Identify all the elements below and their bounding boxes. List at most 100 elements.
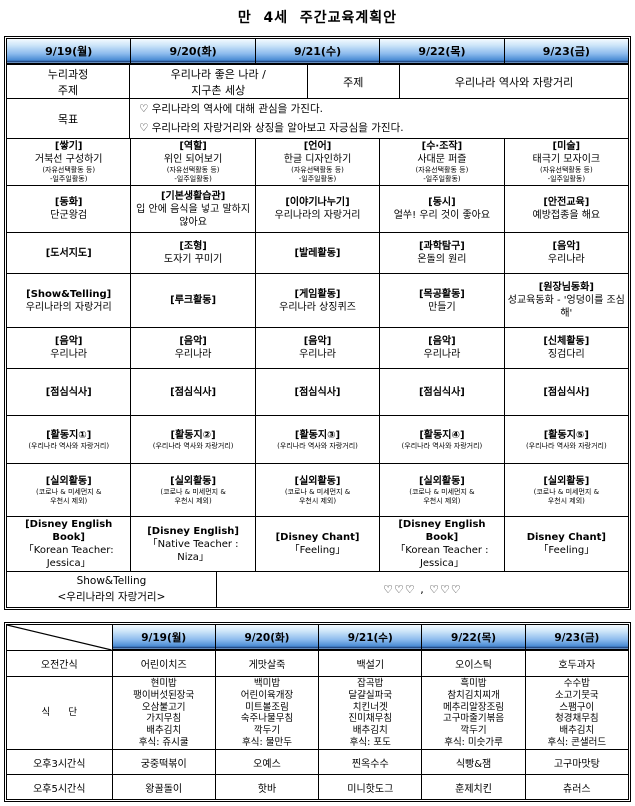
activity-title: [동화] <box>54 197 83 209</box>
pm5-snack-label: 오후5시간식 <box>7 775 113 800</box>
morning-snack-mon: 어린이치즈 <box>112 651 216 678</box>
activity-title: [음악] <box>552 241 581 253</box>
activity-text: 우리나라의 자랑거리 <box>274 210 361 222</box>
activity-title: [원장님동화] <box>538 282 594 294</box>
date-header-tue: 9/20(화) <box>131 39 256 65</box>
activity-row: [도서지도] [조형] 도자기 꾸미기 [발레활동] [과학탐구] 온돌의 원리… <box>7 233 629 275</box>
activity-note: (우리나라 역사와 자랑거리) <box>28 441 110 450</box>
lunch-cell: [점심식사] <box>255 369 381 417</box>
activity-title: Disney Chant] <box>526 532 606 544</box>
outdoor-row: [실외활동] (코로나 & 미세먼지 & 우천시 제외) [실외활동] (코로나… <box>7 464 629 518</box>
morning-snack-wed: 백설기 <box>319 651 423 678</box>
activity-title: [도서지도] <box>45 247 92 259</box>
activity-title: [점심식사] <box>45 386 92 398</box>
activity-cell: [원장님동화] 성교육동화 - '엉덩이를 조심해' <box>504 274 629 329</box>
weekly-plan-table: 9/19(월) 9/20(화) 9/21(수) 9/22(목) 9/23(금) … <box>4 36 631 611</box>
activity-title: [점심식사] <box>418 386 465 398</box>
activity-title: [음악] <box>303 336 332 348</box>
activity-text: 위인 되어보기 <box>163 154 223 165</box>
activity-title: [실외활동] <box>170 475 217 487</box>
activity-note: (자유선택활동 등) -일주일활동) <box>415 166 469 184</box>
lunch-menu-label: 식 단 <box>7 677 113 751</box>
activity-note: (우리나라 역사와 자랑거리) <box>152 441 234 450</box>
lunch-menu-fri: 수수밥 소고기뭇국 스팸구이 청경채무침 배추김치 후식: 콘샐러드 <box>525 677 628 751</box>
show-telling-note: Show&Telling <우리나라의 자랑거리> <box>7 572 217 608</box>
activity-title: [Show&Telling] <box>26 288 112 300</box>
activity-cell: [음악] 우리나라 <box>131 328 256 370</box>
activity-cell: [음악] 우리나라 <box>255 328 381 370</box>
lunch-cell: [점심식사] <box>7 369 132 417</box>
activity-note: (우리나라 역사와 자랑거리) <box>525 441 607 450</box>
activity-title: [활동지④] <box>419 429 465 441</box>
activity-title: [역할] <box>179 141 207 152</box>
pm3-snack-fri: 고구마맛탕 <box>525 750 628 776</box>
date-header-mon: 9/19(월) <box>7 39 132 65</box>
meal-date-header-thu: 9/22(목) <box>422 625 526 652</box>
worksheet-cell: [활동지⑤] (우리나라 역사와 자랑거리) <box>504 416 629 465</box>
activity-text: 우리나라 <box>299 349 336 361</box>
activity-text: 「Korean Teacher: Jessica」 <box>23 545 114 570</box>
activity-note: (코로나 & 미세먼지 & 우천시 제외) <box>36 487 102 505</box>
activity-title: [쌓기] <box>54 141 83 152</box>
lunch-row: [점심식사] [점심식사] [점심식사] [점심식사] [점심식사] <box>7 369 629 417</box>
activity-note: (우리나라 역사와 자랑거리) <box>401 441 483 450</box>
activity-text: 우리나라 <box>174 349 212 361</box>
activity-row: [음악] 우리나라 [음악] 우리나라 [음악] 우리나라 [음악] 우리나라 … <box>7 328 629 370</box>
activity-cell: [도서지도] <box>7 233 132 275</box>
activity-title: [실외활동] <box>543 475 590 487</box>
activity-cell: [동시] 얼쑤! 우리 것이 좋아요 <box>380 186 505 234</box>
activity-text: 징검다리 <box>547 349 585 361</box>
activity-text: 거북선 구성하기 <box>34 154 103 165</box>
theme-label: 주제 <box>307 65 401 99</box>
english-cell: Disney Chant] 「Feeling」 <box>504 517 629 573</box>
pm5-snack-wed: 미니핫도그 <box>319 775 423 800</box>
activity-cell: [Show&Telling] 우리나라의 자랑거리 <box>7 274 132 329</box>
meal-date-header-fri: 9/23(금) <box>525 625 628 652</box>
activity-title: [실외활동] <box>418 475 465 487</box>
activity-note: (자유선택활동 등) -일주일활동) <box>291 166 344 184</box>
activity-title: [점심식사] <box>294 386 341 398</box>
pm5-snack-thu: 훈제치킨 <box>422 775 526 800</box>
activity-text: 사대문 퍼즐 <box>417 154 467 165</box>
activity-title: [수·조작] <box>421 141 463 152</box>
activity-text: 우리나라 <box>423 349 461 361</box>
activity-title: [활동지①] <box>46 429 92 441</box>
pm3-snack-tue: 오예스 <box>215 750 320 776</box>
lunch-menu-wed: 잡곡밥 달걀실파국 치킨너겟 진미채무침 배추김치 후식: 포도 <box>319 677 423 751</box>
page-title: 만 4세 주간교육계획안 <box>237 10 398 26</box>
pm3-snack-label: 오후3시간식 <box>7 750 113 776</box>
worksheet-row: [활동지①] (우리나라 역사와 자랑거리) [활동지②] (우리나라 역사와 … <box>7 416 629 465</box>
pm5-snack-mon: 왕꿀돌이 <box>113 775 216 800</box>
activity-note: (코로나 & 미세먼지 & 우천시 제외) <box>409 487 475 505</box>
outdoor-cell: [실외활동] (코로나 & 미세먼지 & 우천시 제외) <box>131 464 256 518</box>
activity-cell: [수·조작] 사대문 퍼즐 (자유선택활동 등) -일주일활동) <box>380 139 505 187</box>
activity-cell: [기본생활습관] 입 안에 음식을 넣고 말하지 않아요 <box>131 186 256 234</box>
activity-title: [음악] <box>428 336 456 348</box>
activity-text: 단군왕검 <box>50 210 88 222</box>
lunch-menu-tue: 백미밥 어린이육개장 미트볼조림 숙주나물무침 깍두기 후식: 물만두 <box>215 677 320 751</box>
worksheet-cell: [활동지③] (우리나라 역사와 자랑거리) <box>255 416 381 465</box>
pm5-snack-row: 오후5시간식 왕꿀돌이 핫바 미니핫도그 훈제치킨 츄러스 <box>7 775 628 800</box>
activity-title: [미술] <box>552 141 581 152</box>
activity-title: [실외활동] <box>294 475 341 487</box>
activity-text: 우리나라 <box>50 349 88 361</box>
outdoor-cell: [실외활동] (코로나 & 미세먼지 & 우천시 제외) <box>380 464 505 518</box>
activity-cell: [동화] 단군왕검 <box>7 186 132 234</box>
nuri-theme-value: 우리나라 좋은 나라 / 지구촌 세상 <box>129 65 308 99</box>
activity-cell: [음악] 우리나라 <box>7 328 132 370</box>
activity-title: [Disney English] <box>147 525 239 537</box>
lunch-cell: [점심식사] <box>380 369 505 417</box>
activity-title: [동시] <box>428 197 456 209</box>
activity-note: (코로나 & 미세먼지 & 우천시 제외) <box>160 487 226 505</box>
pm5-snack-tue: 핫바 <box>216 775 320 800</box>
activity-row: [Show&Telling] 우리나라의 자랑거리 [루크활동] [게임활동] … <box>7 274 629 329</box>
lunch-menu-row: 식 단 현미밥 팽이버섯된장국 오삼불고기 가지무침 배추김치 후식: 쥬시쿨 … <box>7 677 628 751</box>
pm3-snack-thu: 식빵&잼 <box>422 750 526 776</box>
activity-title: [언어] <box>303 141 332 152</box>
meal-table: 9/19(월) 9/20(화) 9/21(수) 9/22(목) 9/23(금) … <box>4 622 631 803</box>
hearts-text: ♡♡♡ , ♡♡♡ <box>383 583 462 597</box>
activity-text: 「Native Teacher : Niza」 <box>147 538 239 563</box>
activity-title: [신체활동] <box>543 336 590 348</box>
english-row: [Disney English Book] 「Korean Teacher: J… <box>7 517 629 573</box>
activity-title: [음악] <box>179 336 207 348</box>
